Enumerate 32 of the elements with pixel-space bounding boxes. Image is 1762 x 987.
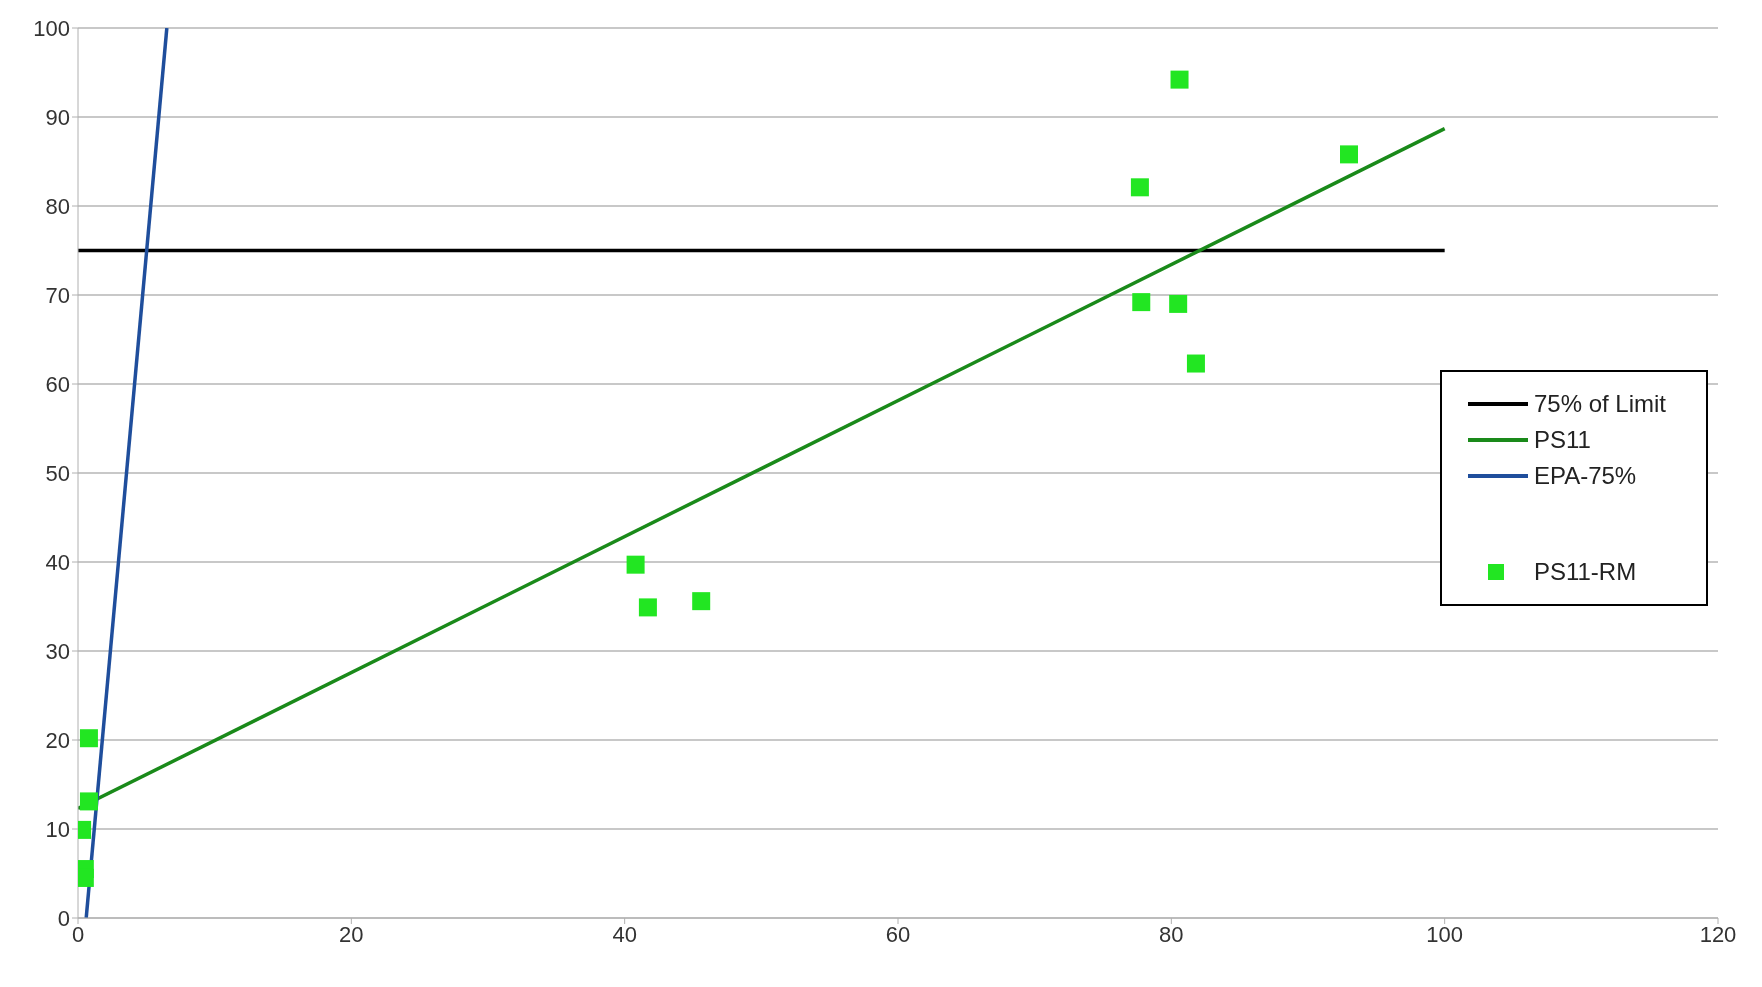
legend-label: EPA-75%	[1533, 462, 1637, 490]
point	[79, 729, 98, 748]
x-tick-label: 40	[612, 921, 637, 947]
point	[1340, 145, 1358, 164]
y-tick-label: 10	[45, 816, 70, 842]
point	[1169, 294, 1188, 313]
legend-label: 75% of Limit	[1533, 390, 1666, 418]
y-tick-label: 40	[45, 549, 70, 575]
point	[1170, 70, 1189, 89]
x-tick-label: 20	[339, 921, 364, 947]
y-tick-label: 80	[45, 193, 70, 219]
y-tick-label: 0	[57, 905, 70, 931]
point	[79, 792, 98, 811]
x-tick-label: 120	[1699, 921, 1737, 947]
point	[692, 592, 711, 611]
y-tick-label: 60	[45, 371, 70, 397]
y-tick-label: 50	[45, 460, 70, 486]
x-tick-label: 80	[1159, 921, 1184, 947]
x-tick-label: 100	[1426, 921, 1464, 947]
point	[1130, 178, 1149, 197]
y-tick-label: 70	[45, 282, 70, 308]
x-tick-label: 60	[885, 921, 911, 947]
point	[626, 555, 645, 574]
y-tick-label: 30	[45, 638, 70, 664]
point	[1186, 354, 1205, 373]
legend-label: PS11	[1533, 426, 1591, 454]
y-tick-label: 20	[45, 727, 70, 753]
y-tick-label: 90	[45, 104, 70, 130]
y-tick-label: 100	[33, 15, 70, 41]
point	[638, 598, 657, 617]
legend-label: PS11-RM	[1533, 558, 1637, 586]
point	[1132, 293, 1151, 312]
